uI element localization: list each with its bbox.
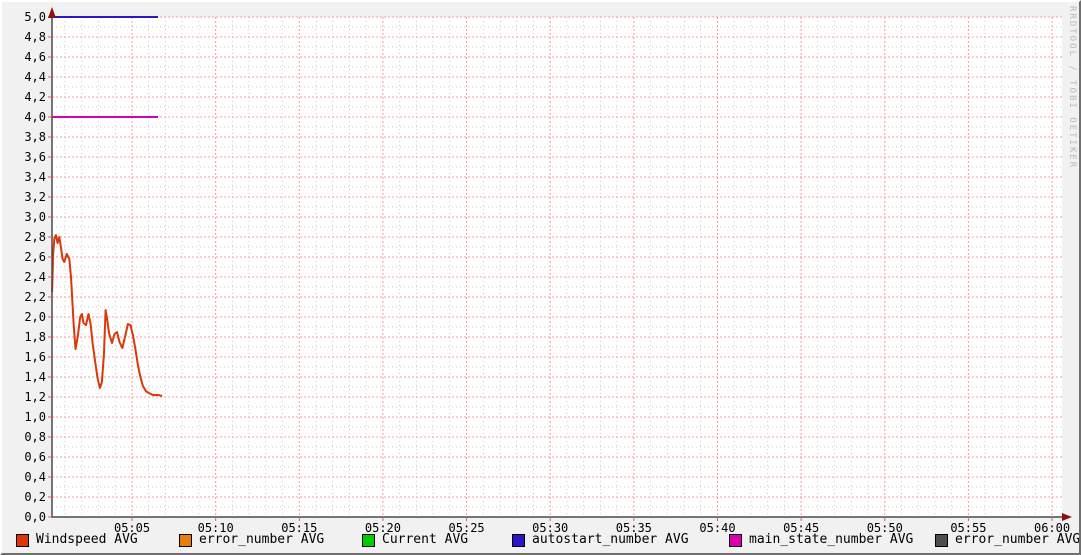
x-axis-tick-label: 05:55 (950, 521, 987, 535)
y-axis-tick-label: 3,8 (24, 130, 46, 144)
legend-label: autostart_number AVG (532, 532, 689, 547)
y-axis-tick-label: 3,2 (24, 190, 46, 204)
y-axis-tick-label: 1,0 (24, 410, 46, 424)
y-axis-tick-label: 1,4 (24, 370, 46, 384)
y-axis-tick-label: 0,6 (24, 450, 46, 464)
x-axis-tick-label: 05:25 (448, 521, 485, 535)
y-axis-tick-label: 4,6 (24, 50, 46, 64)
legend-label: Current AVG (382, 532, 469, 547)
x-axis-arrow (1062, 513, 1072, 521)
x-axis-tick-label: 05:05 (113, 521, 151, 535)
legend-label: main_state_number AVG (749, 532, 914, 547)
legend-item-error-number-2: error_number AVG (935, 532, 1081, 548)
y-axis-tick-label: 2,6 (24, 250, 46, 264)
legend-label: error_number AVG (955, 532, 1081, 547)
y-axis-tick-label: 1,2 (24, 390, 46, 404)
legend-item-current: Current AVG (362, 532, 468, 548)
y-axis-tick-label: 2,0 (24, 310, 46, 324)
x-axis-tick-label: 05:15 (281, 521, 318, 535)
y-axis-tick-label: 3,0 (24, 210, 46, 224)
x-axis-tick-label: 05:45 (783, 521, 820, 535)
current-color-swatch (362, 533, 375, 547)
x-axis-tick-label: 05:20 (364, 521, 401, 535)
y-axis-tick-label: 4,4 (24, 70, 46, 84)
x-axis-tick-label: 05:50 (866, 521, 903, 535)
error-number-2-color-swatch (935, 533, 948, 547)
y-axis-tick-label: 4,0 (24, 110, 46, 124)
y-axis-tick-label: 1,6 (24, 350, 46, 364)
y-axis-tick-label: 0,2 (24, 490, 46, 504)
y-axis-arrow (48, 7, 56, 18)
y-axis-tick-label: 5,0 (24, 10, 46, 24)
y-axis-tick-label: 0,4 (24, 470, 46, 484)
x-axis-tick-label: 05:35 (615, 521, 652, 535)
legend-item-windspeed: Windspeed AVG (16, 532, 138, 548)
y-axis-tick-label: 2,4 (24, 270, 46, 284)
legend-label: Windspeed AVG (36, 532, 138, 547)
y-axis-tick-label: 3,4 (24, 170, 46, 184)
y-axis-tick-label: 2,2 (24, 290, 46, 304)
y-axis-tick-label: 0,8 (24, 430, 46, 444)
y-axis-tick-label: 0,0 (24, 510, 46, 524)
x-axis-tick-label: 05:10 (197, 521, 234, 535)
legend-item-main-state-number: main_state_number AVG (729, 532, 913, 548)
legend-label: error_number AVG (199, 532, 325, 547)
legend-item-autostart-number: autostart_number AVG (512, 532, 689, 548)
x-axis-tick-label: 05:40 (699, 521, 736, 535)
x-axis-tick-label: 05:30 (532, 521, 569, 535)
x-axis-tick-label: 06:00 (1033, 521, 1071, 535)
y-axis-tick-label: 4,8 (24, 30, 46, 44)
rrdtool-watermark: RRDTOOL / TOBI OETIKER (1067, 6, 1077, 170)
y-axis-tick-label: 3,6 (24, 150, 46, 164)
windspeed-color-swatch (16, 533, 29, 547)
y-axis-tick-label: 1,8 (24, 330, 46, 344)
autostart-number-color-swatch (512, 533, 525, 547)
main-state-number-color-swatch (729, 533, 742, 547)
y-axis-tick-label: 4,2 (24, 90, 46, 104)
y-axis-tick-label: 2,8 (24, 230, 46, 244)
series-line (51, 234, 163, 397)
error-number-color-swatch (179, 533, 192, 547)
legend-item-error-number-1: error_number AVG (179, 532, 324, 548)
chart-legend: Windspeed AVG error_number AVG Current A… (2, 532, 1079, 552)
